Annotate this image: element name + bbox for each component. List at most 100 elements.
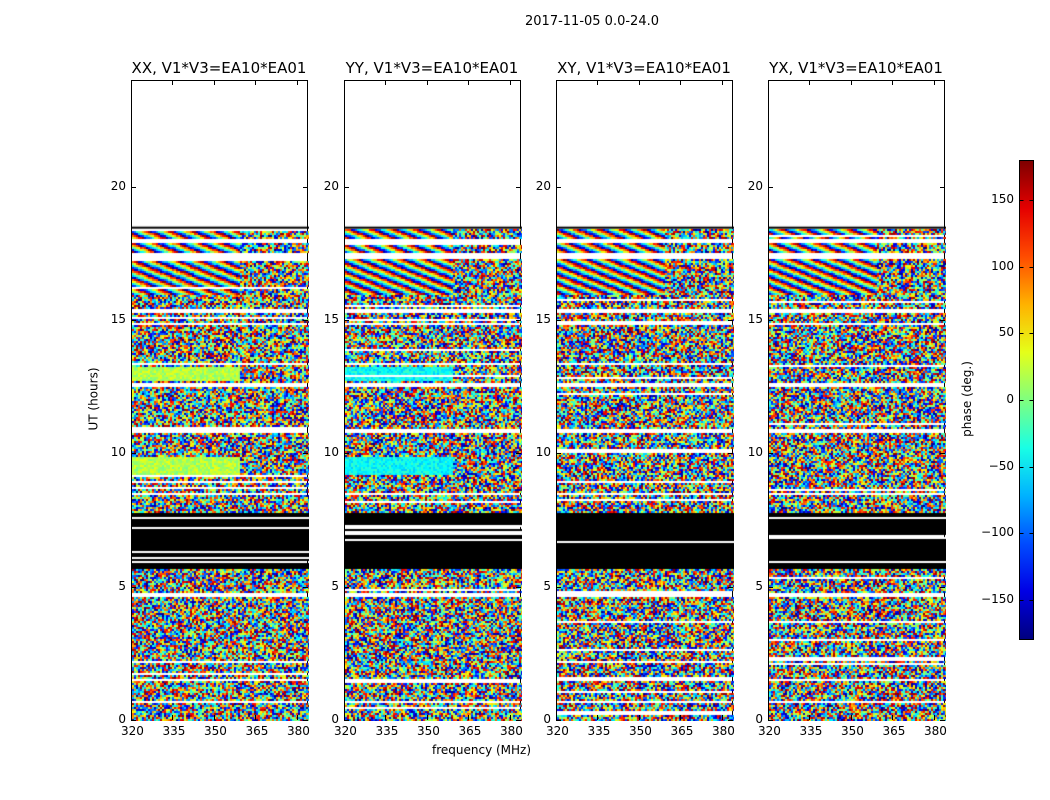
x-tick <box>468 715 470 720</box>
x-tick <box>172 80 174 85</box>
x-tick <box>892 80 894 85</box>
y-tick <box>768 186 773 188</box>
y-tick-label: 5 <box>331 578 339 593</box>
y-tick <box>303 586 308 588</box>
x-tick-label: 350 <box>628 724 652 738</box>
x-tick <box>721 715 723 720</box>
y-tick <box>556 720 561 721</box>
y-tick <box>131 453 136 455</box>
x-tick <box>468 80 470 85</box>
x-tick-label: 335 <box>162 724 186 738</box>
y-tick <box>303 720 308 721</box>
heatmap-image <box>345 81 522 721</box>
heatmap-panel <box>556 80 734 721</box>
y-tick <box>728 586 733 588</box>
y-tick-label: 5 <box>755 578 763 593</box>
y-tick <box>728 320 733 321</box>
x-tick <box>385 715 387 720</box>
y-tick <box>303 453 308 455</box>
x-tick <box>638 80 640 85</box>
x-tick-label: 335 <box>799 724 823 738</box>
x-tick <box>850 80 852 85</box>
x-tick <box>597 715 599 720</box>
y-tick <box>768 586 773 588</box>
y-tick <box>768 720 773 721</box>
y-axis-label: UT (hours) <box>86 367 101 431</box>
y-tick <box>728 186 733 188</box>
y-tick-label: 20 <box>323 178 339 193</box>
y-tick <box>556 320 561 321</box>
y-tick <box>768 320 773 321</box>
x-tick <box>172 715 174 720</box>
x-tick <box>426 715 428 720</box>
colorbar-tick <box>1019 600 1034 601</box>
y-tick <box>516 320 521 321</box>
x-tick <box>638 715 640 720</box>
y-tick <box>131 186 136 188</box>
colorbar-tick <box>1019 333 1034 335</box>
y-tick <box>728 453 733 455</box>
y-tick <box>344 586 349 588</box>
y-tick-label: 10 <box>110 445 126 460</box>
x-tick <box>344 80 345 85</box>
y-tick-label: 15 <box>535 312 551 326</box>
x-tick-label: 365 <box>245 724 269 738</box>
x-tick <box>768 715 769 720</box>
x-tick <box>721 80 723 85</box>
x-tick <box>680 715 682 720</box>
x-tick <box>213 80 215 85</box>
x-tick <box>255 715 257 720</box>
x-tick-label: 350 <box>203 724 227 738</box>
x-tick-label: 320 <box>334 724 357 738</box>
panel-title: XY, V1*V3=EA10*EA01 <box>557 59 731 77</box>
x-tick-label: 380 <box>499 724 523 738</box>
x-axis-label: frequency (MHz) <box>432 743 532 757</box>
x-tick <box>597 80 599 85</box>
colorbar-tick-label: 0 <box>1006 392 1014 406</box>
y-tick-label: 0 <box>331 712 339 726</box>
x-tick-label: 380 <box>711 724 735 738</box>
x-tick <box>426 80 428 85</box>
x-tick-label: 335 <box>587 724 611 738</box>
x-tick <box>809 715 811 720</box>
y-tick <box>131 320 136 321</box>
panel-title: YY, V1*V3=EA10*EA01 <box>345 59 519 77</box>
colorbar-tick-label: 100 <box>991 258 1014 273</box>
y-tick-label: 15 <box>110 312 126 326</box>
y-tick <box>940 453 945 455</box>
colorbar-tick-label: −100 <box>981 525 1014 540</box>
x-tick <box>850 715 852 720</box>
x-tick-label: 320 <box>758 724 781 738</box>
y-tick <box>131 720 136 721</box>
y-tick <box>940 186 945 188</box>
heatmap-image <box>557 81 734 721</box>
y-tick-label: 5 <box>543 578 551 593</box>
y-tick <box>516 186 521 188</box>
x-tick-label: 350 <box>416 724 440 738</box>
y-tick-label: 10 <box>323 445 339 460</box>
y-tick <box>556 453 561 455</box>
x-tick-label: 380 <box>923 724 947 738</box>
y-tick-label: 10 <box>747 445 763 460</box>
x-tick <box>296 80 298 85</box>
x-tick <box>296 715 298 720</box>
x-tick <box>556 80 557 85</box>
y-tick <box>516 720 521 721</box>
y-tick <box>940 320 945 321</box>
x-tick-label: 365 <box>458 724 482 738</box>
y-tick <box>768 453 773 455</box>
heatmap-panel <box>131 80 309 721</box>
x-tick <box>768 80 769 85</box>
y-tick-label: 0 <box>755 712 763 726</box>
x-tick <box>933 715 935 720</box>
y-tick <box>516 453 521 455</box>
x-tick <box>892 715 894 720</box>
y-tick-label: 0 <box>118 712 126 726</box>
y-tick-label: 0 <box>543 712 551 726</box>
y-tick-label: 20 <box>110 178 126 193</box>
y-tick <box>303 186 308 188</box>
colorbar-tick <box>1019 200 1034 201</box>
y-tick-label: 20 <box>535 178 551 193</box>
colorbar-label: phase (deg.) <box>959 361 974 437</box>
